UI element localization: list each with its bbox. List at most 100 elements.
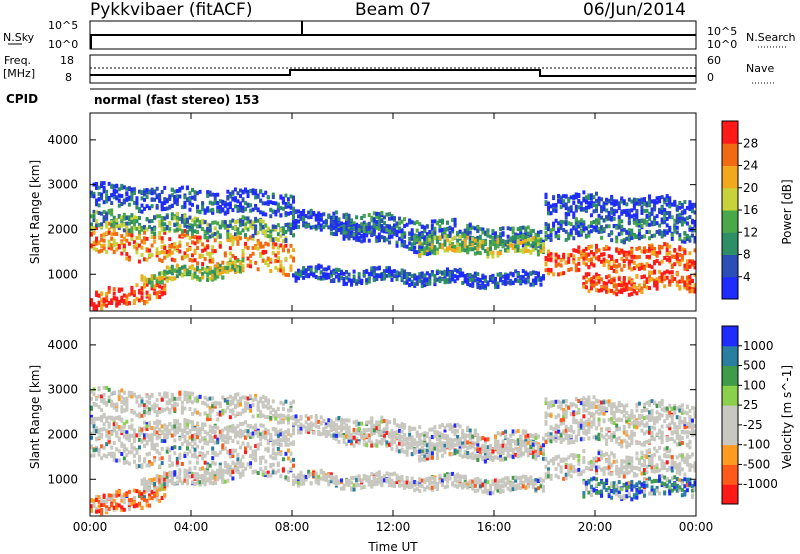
heatmap-cell bbox=[208, 258, 212, 263]
heatmap-cell bbox=[137, 458, 141, 463]
heatmap-cell bbox=[198, 429, 202, 434]
heatmap-cell bbox=[430, 239, 434, 244]
heatmap-cell bbox=[375, 266, 379, 271]
heatmap-cell bbox=[269, 237, 273, 242]
heatmap-cell bbox=[289, 408, 293, 413]
heatmap-cell bbox=[127, 217, 131, 222]
heatmap-cell bbox=[600, 259, 604, 264]
heatmap-cell bbox=[607, 274, 611, 279]
heatmap-cell bbox=[372, 271, 376, 276]
heatmap-cell bbox=[130, 285, 134, 290]
heatmap-cell bbox=[140, 190, 144, 195]
heatmap-cell bbox=[148, 224, 152, 229]
heatmap-cell bbox=[163, 269, 167, 274]
heatmap-cell bbox=[90, 396, 93, 401]
heatmap-cell bbox=[112, 192, 116, 197]
heatmap-cell bbox=[693, 210, 697, 215]
heatmap-cell bbox=[284, 475, 288, 480]
heatmap-cell bbox=[241, 252, 245, 257]
heatmap-cell bbox=[175, 245, 179, 250]
heatmap-cell bbox=[342, 282, 346, 287]
heatmap-cell bbox=[597, 255, 601, 260]
heatmap-cell bbox=[289, 401, 293, 406]
heatmap-cell bbox=[213, 425, 217, 430]
heatmap-cell bbox=[329, 226, 333, 231]
heatmap-cell bbox=[271, 414, 275, 419]
heatmap-cell bbox=[403, 244, 407, 249]
heatmap-cell bbox=[183, 406, 187, 411]
heatmap-cell bbox=[350, 233, 354, 238]
heatmap-cell bbox=[284, 256, 288, 261]
heatmap-cell bbox=[165, 433, 169, 438]
heatmap-cell bbox=[276, 208, 280, 213]
heatmap-cell bbox=[175, 402, 179, 407]
heatmap-cell bbox=[549, 233, 553, 238]
heatmap-cell bbox=[314, 274, 318, 279]
heatmap-cell bbox=[360, 222, 364, 227]
heatmap-cell bbox=[519, 225, 523, 230]
heatmap-cell bbox=[289, 441, 293, 446]
heatmap-cell bbox=[289, 210, 293, 215]
heatmap-cell bbox=[231, 454, 235, 459]
heatmap-cell bbox=[269, 454, 273, 459]
heatmap-cell bbox=[516, 235, 520, 240]
heatmap-cell bbox=[617, 232, 621, 237]
heatmap-cell bbox=[102, 494, 106, 499]
heatmap-cell bbox=[612, 284, 616, 289]
heatmap-cell bbox=[622, 239, 626, 244]
heatmap-cell bbox=[208, 266, 212, 271]
heatmap-cell bbox=[180, 229, 184, 234]
heatmap-cell bbox=[150, 441, 154, 446]
heatmap-cell bbox=[428, 237, 432, 242]
heatmap-cell bbox=[602, 263, 606, 268]
heatmap-cell bbox=[496, 244, 500, 249]
heatmap-cell bbox=[534, 281, 538, 286]
heatmap-cell bbox=[117, 458, 121, 463]
heatmap-cell bbox=[259, 455, 263, 460]
heatmap-cell bbox=[650, 251, 654, 256]
heatmap-cell bbox=[274, 253, 278, 258]
heatmap-cell bbox=[132, 446, 136, 451]
heatmap-cell bbox=[223, 253, 227, 258]
heatmap-cell bbox=[660, 245, 664, 250]
heatmap-cell bbox=[150, 280, 154, 285]
heatmap-cell bbox=[130, 497, 134, 502]
heatmap-cell bbox=[347, 220, 351, 225]
heatmap-cell bbox=[90, 435, 93, 440]
heatmap-cell bbox=[635, 223, 639, 228]
heatmap-cell bbox=[158, 407, 162, 412]
heatmap-cell bbox=[216, 209, 220, 214]
heatmap-cell bbox=[155, 247, 159, 252]
heatmap-cell bbox=[511, 272, 515, 277]
heatmap-cell bbox=[132, 187, 136, 192]
heatmap-cell bbox=[95, 198, 99, 203]
heatmap-cell bbox=[244, 241, 248, 246]
heatmap-cell bbox=[292, 199, 295, 204]
heatmap-cell bbox=[145, 236, 149, 241]
heatmap-cell bbox=[584, 234, 588, 239]
heatmap-cell bbox=[140, 239, 144, 244]
heatmap-cell bbox=[173, 430, 177, 435]
heatmap-cell bbox=[605, 281, 609, 286]
heatmap-cell bbox=[148, 280, 152, 285]
heatmap-cell bbox=[377, 232, 381, 237]
heatmap-cell bbox=[236, 191, 240, 196]
heatmap-cell bbox=[605, 208, 609, 213]
heatmap-cell bbox=[271, 441, 275, 446]
heatmap-cell bbox=[327, 272, 331, 277]
heatmap-cell bbox=[211, 426, 215, 431]
heatmap-cell bbox=[97, 404, 101, 409]
heatmap-cell bbox=[342, 277, 346, 282]
heatmap-cell bbox=[95, 219, 99, 224]
heatmap-cell bbox=[90, 226, 93, 231]
heatmap-cell bbox=[102, 400, 106, 405]
heatmap-cell bbox=[231, 225, 235, 230]
heatmap-cell bbox=[524, 277, 528, 282]
heatmap-cell bbox=[155, 488, 159, 493]
heatmap-cell bbox=[168, 276, 172, 281]
heatmap-cell bbox=[481, 240, 485, 245]
heatmap-cell bbox=[665, 245, 669, 250]
heatmap-cell bbox=[304, 223, 308, 228]
heatmap-cell bbox=[309, 214, 313, 219]
heatmap-cell bbox=[279, 438, 283, 443]
